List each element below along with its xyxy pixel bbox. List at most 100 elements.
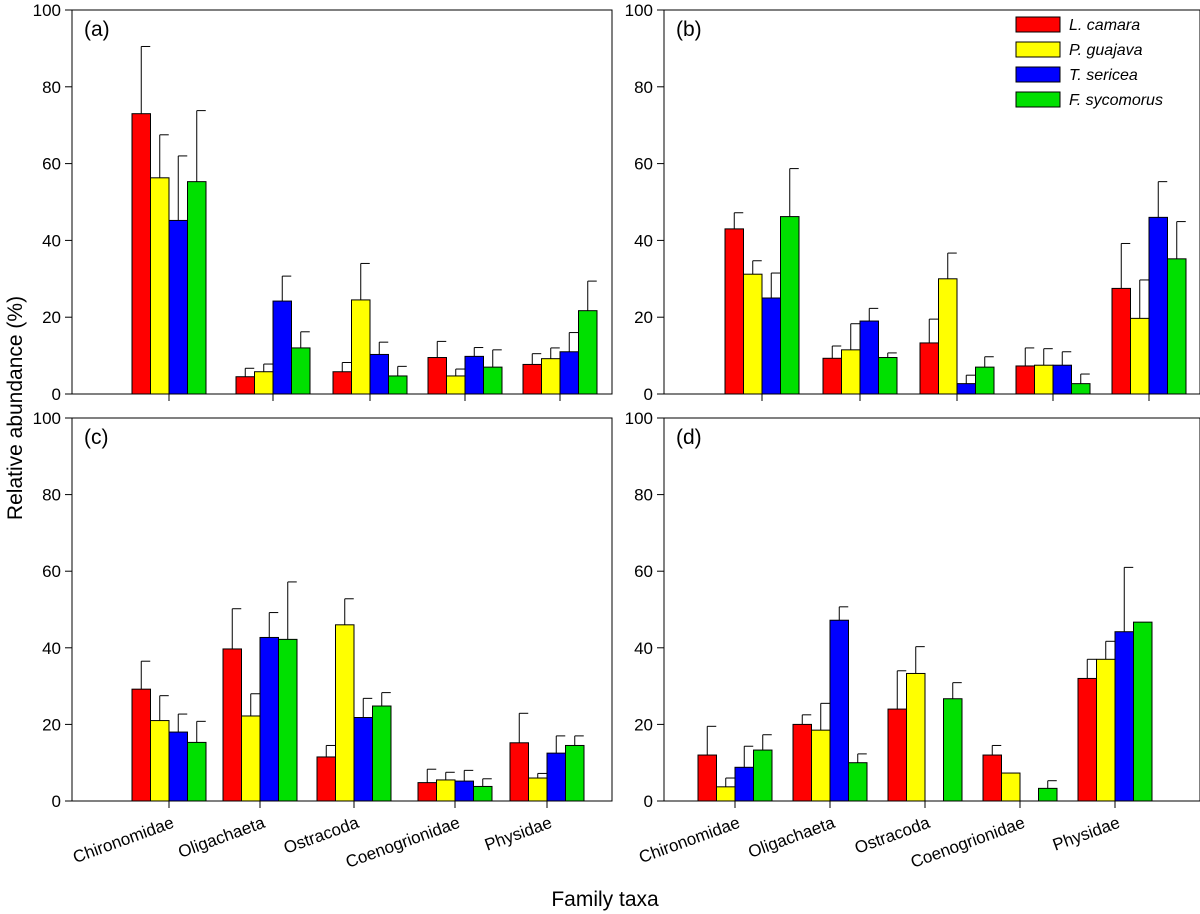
bar-t-sericea-oligachaeta (272, 300, 292, 395)
y-tick-label: 0 (52, 385, 61, 404)
bar-l-camara-ostracoda (919, 342, 939, 395)
category-label-chironomidae: Chironomidae (70, 813, 176, 867)
category-label-physidae: Physidae (482, 813, 554, 855)
legend-item-l-camara: L. camara (1015, 16, 1140, 34)
bar-p-guajava-ostracoda (906, 672, 926, 802)
y-tick-label: 0 (52, 792, 61, 811)
bar-p-guajava-chironomidae (150, 177, 170, 395)
legend-item-t-sericea: T. sericea (1015, 66, 1138, 84)
bar-t-sericea-coenogrionidae (454, 780, 474, 802)
bar-l-camara-coenogrionidae (417, 782, 437, 802)
panel-label: (a) (84, 18, 110, 41)
bar-p-guajava-chironomidae (150, 720, 170, 802)
bar-l-camara-oligachaeta (222, 648, 242, 802)
panel-a: 0 20 40 60 80 100 (a) (33, 1, 613, 404)
bar-f-sycomorus-physidae (1133, 621, 1153, 802)
bar-f-sycomorus-physidae (578, 310, 598, 395)
bar-f-sycomorus-chironomidae (187, 741, 207, 802)
y-tick-label: 40 (634, 231, 653, 250)
legend-item-p-guajava: P. guajava (1015, 41, 1143, 59)
legend-item-f-sycomorus: F. sycomorus (1015, 91, 1163, 109)
y-tick-label: 100 (33, 409, 61, 428)
bar-p-guajava-chironomidae (743, 273, 763, 395)
y-tick-label: 60 (42, 562, 61, 581)
bar-l-camara-chironomidae (724, 228, 744, 395)
bar-t-sericea-physidae (1148, 216, 1168, 395)
bar-t-sericea-ostracoda (956, 383, 976, 395)
bar-l-camara-physidae (1077, 677, 1097, 802)
bar-f-sycomorus-chironomidae (753, 749, 773, 802)
y-tick-label: 60 (634, 155, 653, 174)
bar-l-camara-physidae (522, 363, 542, 395)
y-tick-label: 20 (634, 308, 653, 327)
plot-frame (663, 417, 1200, 802)
legend: L. camara P. guajava T. sericea F. sycomoru… (1015, 16, 1163, 109)
y-tick-label: 20 (42, 715, 61, 734)
bar-t-sericea-chironomidae (168, 731, 188, 802)
bar-t-sericea-ostracoda (353, 717, 373, 802)
y-tick-label: 40 (634, 639, 653, 658)
bar-t-sericea-chironomidae (168, 219, 188, 395)
y-tick-label: 60 (42, 155, 61, 174)
bar-t-sericea-oligachaeta (259, 636, 279, 802)
bar-p-guajava-chironomidae (716, 786, 736, 802)
y-tick-label: 20 (42, 308, 61, 327)
bar-f-sycomorus-chironomidae (187, 181, 207, 395)
category-label-oligachaeta: Oligachaeta (746, 813, 838, 862)
bar-p-guajava-ostracoda (351, 299, 371, 395)
bar-l-camara-ostracoda (332, 371, 352, 395)
bar-t-sericea-coenogrionidae (464, 355, 484, 395)
y-tick-label: 60 (634, 562, 653, 581)
bar-t-sericea-physidae (1114, 631, 1134, 802)
bar-l-camara-oligachaeta (822, 357, 842, 395)
y-tick-label: 20 (634, 715, 653, 734)
bar-l-camara-ostracoda (316, 756, 336, 802)
x-axis-title: Family taxa (551, 888, 659, 911)
bar-f-sycomorus-coenogrionidae (1038, 787, 1058, 802)
legend-swatch (1015, 41, 1061, 58)
bar-f-sycomorus-coenogrionidae (483, 366, 503, 395)
category-label-oligachaeta: Oligachaeta (176, 813, 268, 862)
bar-f-sycomorus-oligachaeta (278, 638, 298, 802)
legend-swatch (1015, 91, 1061, 108)
bar-p-guajava-physidae (528, 777, 548, 802)
y-tick-label: 0 (644, 792, 653, 811)
bar-p-guajava-oligachaeta (241, 715, 261, 802)
panel-label: (d) (676, 426, 702, 449)
y-tick-label: 100 (625, 1, 653, 20)
bar-t-sericea-ostracoda (369, 353, 389, 395)
category-label-physidae: Physidae (1050, 813, 1122, 855)
bar-f-sycomorus-oligachaeta (878, 357, 898, 395)
panel-b: 0 20 40 60 80 100 (b) (625, 1, 1200, 404)
y-tick-label: 80 (42, 78, 61, 97)
bar-p-guajava-physidae (1096, 658, 1116, 802)
bar-t-sericea-oligachaeta (859, 320, 879, 395)
bar-f-sycomorus-ostracoda (975, 366, 995, 395)
bar-p-guajava-ostracoda (335, 624, 355, 802)
bar-f-sycomorus-ostracoda (943, 698, 963, 802)
bar-f-sycomorus-chironomidae (780, 216, 800, 395)
panel-label: (c) (84, 426, 109, 449)
bar-t-sericea-physidae (546, 752, 566, 802)
legend-label: T. sericea (1069, 67, 1138, 84)
bar-p-guajava-coenogrionidae (446, 375, 466, 395)
y-tick-label: 0 (644, 385, 653, 404)
bar-t-sericea-chironomidae (734, 766, 754, 802)
bar-l-camara-oligachaeta (235, 376, 255, 395)
bar-f-sycomorus-coenogrionidae (473, 785, 493, 802)
legend-label: F. sycomorus (1069, 92, 1163, 109)
bar-t-sericea-physidae (559, 351, 579, 395)
panels: 0 20 40 60 80 100 (a) 0 20 40 60 80 100 (b) 0 20 40 60 80 1… (33, 1, 1200, 872)
bar-p-guajava-coenogrionidae (1001, 772, 1021, 802)
bar-f-sycomorus-coenogrionidae (1071, 383, 1091, 395)
bar-l-camara-physidae (1111, 287, 1131, 395)
category-label-coenogrionidae: Coenogrionidae (343, 813, 462, 872)
y-tick-label: 100 (33, 1, 61, 20)
y-axis-title: Relative abundance (%) (4, 296, 27, 520)
bar-p-guajava-ostracoda (938, 278, 958, 395)
legend-swatch (1015, 16, 1061, 33)
bar-l-camara-chironomidae (131, 688, 151, 802)
bar-l-camara-ostracoda (887, 708, 907, 802)
